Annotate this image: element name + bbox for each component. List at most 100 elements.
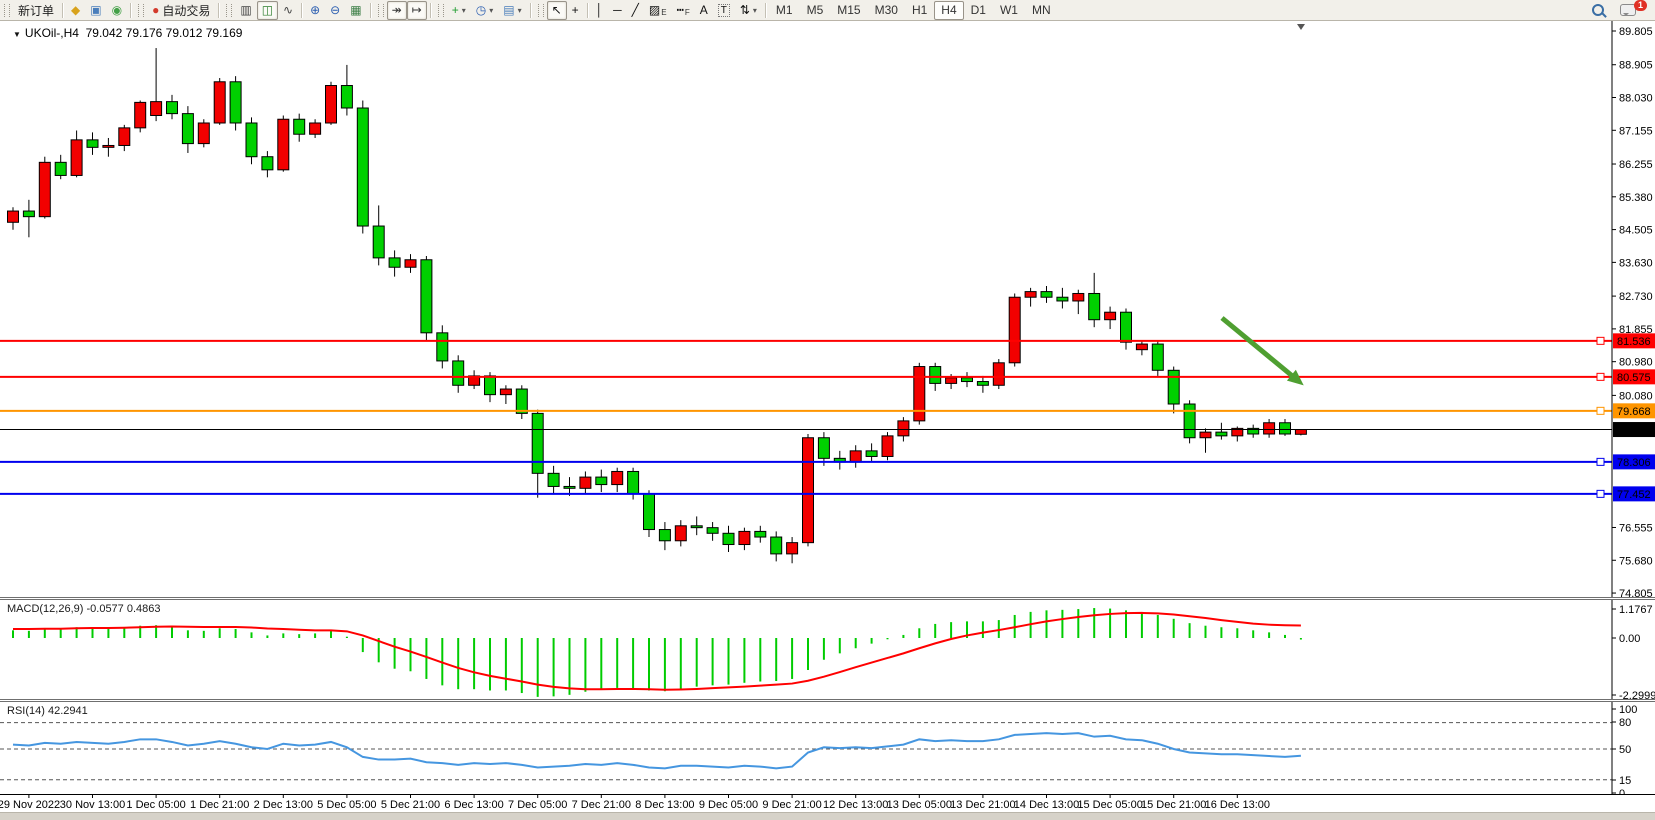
toolbar-grip[interactable] — [437, 3, 444, 17]
horizontal-line-button[interactable]: ─ — [608, 1, 627, 20]
pane-divider[interactable] — [0, 597, 1655, 600]
tile-windows-icon: ▦ — [350, 3, 362, 17]
vertical-line-button[interactable]: │ — [591, 1, 609, 20]
time-label: 9 Dec 21:00 — [762, 799, 821, 811]
fibonacci-button-sub: F — [684, 8, 690, 18]
chart-shift-button[interactable]: ↦ — [406, 0, 427, 20]
price-axis: 89.805 88.905 88.030 87.155 86.255 85.380 84.5… — [1611, 21, 1655, 597]
timeframe-m30-button[interactable]: M30 — [874, 3, 898, 17]
data-window-button[interactable]: ▣ — [85, 1, 106, 20]
time-label: 30 Nov 13:00 — [60, 799, 125, 811]
main-chart-pane[interactable]: 89.805 88.905 88.030 87.155 86.255 85.380 84.5… — [0, 21, 1655, 597]
toolbar-separator — [429, 2, 431, 18]
periods-button[interactable]: ◷ ▾ — [471, 1, 499, 20]
vertical-line-icon: │ — [595, 3, 604, 17]
time-label: 14 Dec 13:00 — [1014, 799, 1079, 811]
timeframe-h1-button[interactable]: H1 — [911, 3, 928, 17]
toolbar-grip[interactable] — [537, 3, 544, 17]
crosshair-button[interactable]: + — [567, 1, 584, 20]
toolbar-grip[interactable] — [226, 3, 233, 17]
line-handle[interactable] — [1596, 406, 1605, 415]
time-label: 7 Dec 21:00 — [572, 799, 631, 811]
data-window-icon: ▣ — [90, 3, 102, 17]
toolbar-grip[interactable] — [377, 3, 384, 17]
svg-text:100: 100 — [1619, 704, 1637, 716]
price-tag-79.169 — [1613, 422, 1655, 438]
tile-windows-button[interactable]: ▦ — [345, 1, 366, 20]
shift-marker-icon — [1297, 24, 1305, 30]
svg-text:74.805: 74.805 — [1619, 588, 1653, 597]
time-label: 8 Dec 13:00 — [635, 799, 694, 811]
time-axis[interactable]: 29 Nov 2022 30 Nov 13:00 1 Dec 05:00 1 Dec … — [0, 795, 1655, 812]
zoom-out-button[interactable]: ⊖ — [325, 1, 345, 20]
timeframe-d1-button[interactable]: D1 — [970, 3, 986, 17]
symbol-period-label: UKOil-,H4 — [24, 26, 79, 40]
trend-arrow[interactable] — [1220, 316, 1304, 386]
search-button[interactable] — [1587, 1, 1609, 20]
timeframe-m1-button[interactable]: M1 — [775, 3, 793, 17]
text-button[interactable]: A — [695, 1, 713, 20]
navigator-button[interactable]: ◉ — [107, 1, 127, 20]
market-watch-button[interactable]: ◆ — [66, 1, 85, 20]
toolbar-separator — [62, 2, 64, 18]
toolbar-buttons: 新订单 ◆ ▣ ◉ ● 自动交易 ▥ ◫ ∿ ⊕ ⊖ ▦ ↠ ↦ + ▾ ◷ ▾ ▤ ▾ ↖ + │ ─ ╱ ▨ E ┅ F A T ⇅ ▾ M1… — [0, 0, 1058, 20]
zoom-out-icon: ⊖ — [330, 3, 341, 17]
equidistant-channel-button-sub: E — [661, 8, 667, 18]
pane-divider[interactable] — [0, 699, 1655, 702]
trendline-button[interactable]: ╱ — [627, 1, 644, 20]
arrows-button[interactable]: ⇅ ▾ — [735, 1, 762, 20]
timeframe-h4-button[interactable]: H4 — [934, 0, 964, 20]
cursor-button[interactable]: ↖ — [546, 0, 567, 20]
line-handle[interactable] — [1596, 372, 1605, 381]
svg-text:86.255: 86.255 — [1619, 159, 1653, 171]
time-label: 13 Dec 21:00 — [950, 799, 1015, 811]
status-strip — [0, 812, 1655, 820]
bar-chart-icon: ▥ — [240, 3, 252, 17]
text-label-button[interactable]: T — [713, 1, 735, 20]
equidistant-channel-button[interactable]: ▨ E — [644, 1, 672, 20]
navigator-icon: ◉ — [111, 3, 123, 17]
svg-text:88.905: 88.905 — [1619, 60, 1653, 72]
candlestick-chart-button[interactable]: ◫ — [256, 0, 279, 20]
toolbar-separator — [130, 2, 132, 18]
channel-icon: ▨ — [648, 3, 661, 17]
line-handle[interactable] — [1596, 336, 1605, 345]
rsi-pane[interactable]: 100 80 50 15 0 RSI(14) 42.2941 — [0, 702, 1655, 795]
notifications-button[interactable]: 1 — [1615, 0, 1647, 20]
bar-chart-button[interactable]: ▥ — [235, 1, 256, 20]
line-handle[interactable] — [1596, 489, 1605, 498]
svg-text:0.00: 0.00 — [1619, 633, 1640, 645]
main-chart-canvas[interactable]: 89.805 88.905 88.030 87.155 86.255 85.380 84.5… — [0, 21, 1655, 597]
line-handle[interactable] — [1596, 457, 1605, 466]
timeframe-mn-button[interactable]: MN — [1031, 3, 1051, 17]
notification-badge: 1 — [1634, 0, 1647, 11]
time-label: 16 Dec 13:00 — [1205, 799, 1270, 811]
arrows-icon: ⇅ — [739, 3, 750, 17]
toolbar-grip[interactable] — [138, 3, 145, 17]
svg-text:79.668: 79.668 — [1617, 406, 1651, 418]
indicators-button[interactable]: + ▾ — [447, 1, 471, 20]
timeframe-w1-button[interactable]: W1 — [999, 3, 1018, 17]
zoom-in-button[interactable]: ⊕ — [305, 1, 325, 20]
horizontal-line-icon: ─ — [613, 3, 622, 17]
rsi-label: RSI(14) 42.2941 — [7, 705, 88, 717]
macd-values: -0.0577 0.4863 — [86, 603, 161, 615]
line-chart-button[interactable]: ∿ — [278, 1, 298, 20]
templates-button[interactable]: ▤ ▾ — [498, 1, 526, 20]
timeframe-m5-button[interactable]: M5 — [806, 3, 824, 17]
horizontal-lines-layer[interactable] — [0, 336, 1612, 498]
new-order-button[interactable]: 新订单 — [13, 1, 59, 20]
auto-scroll-button[interactable]: ↠ — [386, 0, 407, 20]
auto-scroll-icon: ↠ — [391, 3, 402, 17]
toolbar-separator — [301, 2, 303, 18]
fibonacci-button[interactable]: ┅ F — [672, 1, 695, 20]
autotrading-button[interactable]: ● 自动交易 — [147, 1, 215, 20]
svg-text:83.630: 83.630 — [1619, 257, 1653, 269]
chart-dropdown-icon[interactable]: ▼ — [13, 30, 21, 39]
rsi-value: 42.2941 — [47, 705, 88, 717]
price-tag-77.452 — [1613, 486, 1655, 502]
timeframe-m15-button[interactable]: M15 — [837, 3, 861, 17]
line-chart-icon: ∿ — [283, 3, 294, 17]
toolbar-grip[interactable] — [4, 3, 10, 17]
macd-pane[interactable]: 1.1767 0.00 -2.2999 MACD(12,26,9) -0.0577 … — [0, 600, 1655, 699]
